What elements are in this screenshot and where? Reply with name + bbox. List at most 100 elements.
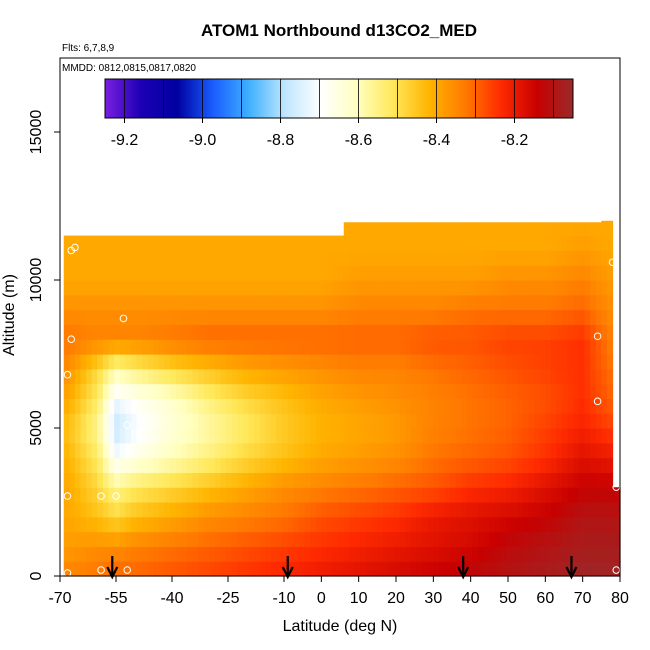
heatmap-cell <box>444 546 451 562</box>
heatmap-cell <box>114 502 121 518</box>
heatmap-cell <box>567 354 574 370</box>
heatmap-cell <box>276 546 283 562</box>
heatmap-cell <box>181 457 188 473</box>
heatmap-cell <box>226 472 233 488</box>
heatmap-cell <box>237 265 244 281</box>
heatmap-cell <box>562 368 569 385</box>
heatmap-cell <box>242 516 250 533</box>
heatmap-cell <box>399 546 406 562</box>
heatmap-cell <box>181 265 188 281</box>
heatmap-cell <box>472 487 479 503</box>
heatmap-cell <box>226 413 233 429</box>
heatmap-cell <box>74 235 82 251</box>
heatmap-cell <box>282 502 289 518</box>
heatmap-cell <box>86 502 93 518</box>
heatmap-cell <box>573 235 580 251</box>
heatmap-cell <box>416 368 423 385</box>
heatmap-cell <box>349 398 356 414</box>
heatmap-cell <box>315 457 322 473</box>
heatmap-cell <box>550 294 558 311</box>
heatmap-cell <box>584 368 591 385</box>
heatmap-cell <box>517 222 524 237</box>
heatmap-cell <box>405 294 412 311</box>
heatmap-cell <box>74 339 82 355</box>
heatmap-cell <box>556 442 563 459</box>
heatmap-cell <box>371 442 378 459</box>
heatmap-cell <box>332 354 339 370</box>
heatmap-cell <box>86 235 93 251</box>
heatmap-cell <box>550 368 558 385</box>
heatmap-cell <box>545 561 552 577</box>
heatmap-cell <box>304 472 311 488</box>
heatmap-cell <box>349 235 356 251</box>
heatmap-cell <box>304 235 311 251</box>
heatmap-cell <box>265 398 272 414</box>
heatmap-cell <box>326 354 334 370</box>
heatmap-cell <box>399 339 406 355</box>
heatmap-cell <box>226 339 233 355</box>
heatmap-cell <box>186 368 194 385</box>
heatmap-cell <box>584 502 591 518</box>
heatmap-cell <box>472 546 479 562</box>
heatmap-cell <box>382 442 390 459</box>
heatmap-cell <box>142 472 149 488</box>
heatmap-cell <box>343 487 350 503</box>
heatmap-cell <box>388 531 395 547</box>
heatmap-cell <box>293 487 300 503</box>
colorbar-tick-label: -9.2 <box>111 132 139 149</box>
heatmap-cell <box>450 546 457 562</box>
heatmap-cell <box>500 265 507 281</box>
heatmap-cell <box>158 250 166 266</box>
heatmap-cell <box>321 235 328 251</box>
heatmap-cell <box>237 546 244 562</box>
heatmap-cell <box>354 546 362 562</box>
heatmap-cell <box>315 368 322 385</box>
heatmap-cell <box>114 280 121 296</box>
heatmap-cell <box>354 457 362 473</box>
heatmap-cell <box>315 472 322 488</box>
heatmap-cell <box>304 383 311 399</box>
heatmap-cell <box>242 265 250 281</box>
heatmap-cell <box>136 280 143 296</box>
heatmap-cell <box>298 354 306 370</box>
heatmap-cell <box>209 442 216 459</box>
heatmap-cell <box>293 250 300 266</box>
heatmap-cell <box>517 398 524 414</box>
heatmap-cell <box>500 250 507 266</box>
heatmap-cell <box>562 487 569 503</box>
heatmap-cell <box>142 309 149 325</box>
heatmap-cell <box>517 339 524 355</box>
heatmap-cell <box>399 502 406 518</box>
heatmap-cell <box>382 250 390 266</box>
heatmap-cell <box>326 472 334 488</box>
heatmap-cell <box>489 413 496 429</box>
heatmap-cell <box>360 265 367 281</box>
heatmap-cell <box>265 457 272 473</box>
heatmap-cell <box>590 487 597 503</box>
heatmap-cell <box>186 561 194 577</box>
heatmap-cell <box>265 265 272 281</box>
heatmap-cell <box>550 339 558 355</box>
heatmap-cell <box>584 354 591 370</box>
heatmap-cell <box>405 354 412 370</box>
heatmap-cell <box>338 502 345 518</box>
heatmap-cell <box>494 487 502 503</box>
heatmap-cell <box>203 280 210 296</box>
heatmap-cell <box>422 516 429 533</box>
heatmap-cell <box>304 442 311 459</box>
heatmap-cell <box>192 383 199 399</box>
heatmap-cell <box>466 516 474 533</box>
heatmap-cell <box>382 368 390 385</box>
heatmap-cell <box>422 561 429 577</box>
sample-point <box>97 566 105 574</box>
heatmap-cell <box>483 354 490 370</box>
heatmap-cell <box>198 398 205 414</box>
heatmap-cell <box>147 516 154 533</box>
heatmap-cell <box>455 546 462 562</box>
heatmap-cell <box>584 398 591 414</box>
heatmap-cell <box>506 502 513 518</box>
heatmap-cell <box>282 368 289 385</box>
heatmap-cell <box>332 324 339 340</box>
heatmap-cell <box>192 368 199 385</box>
heatmap-cell <box>338 383 345 399</box>
